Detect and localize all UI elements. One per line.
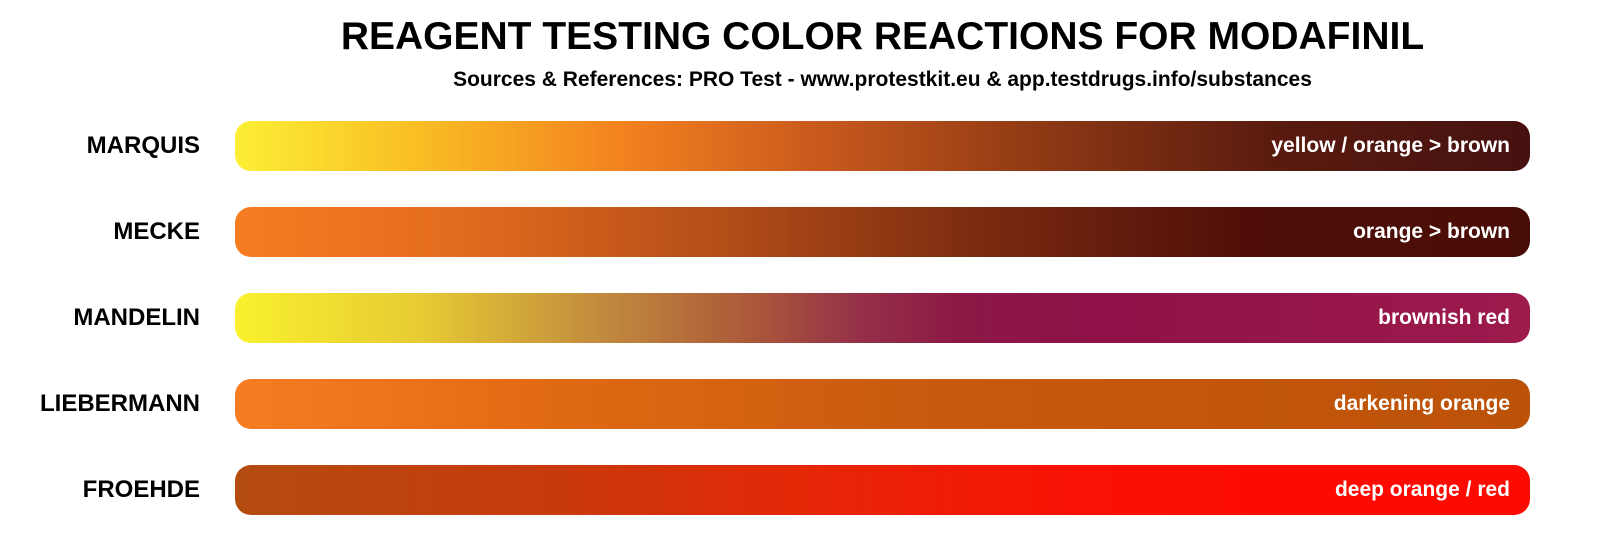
page-title: REAGENT TESTING COLOR REACTIONS FOR MODA… bbox=[340, 15, 1425, 58]
reaction-label: darkening orange bbox=[1333, 392, 1510, 415]
reagent-rows: MARQUIS yellow / orange > brown MECKE or… bbox=[0, 121, 1600, 533]
sources-subtitle: Sources & References: PRO Test - www.pro… bbox=[453, 67, 1312, 91]
reaction-label: orange > brown bbox=[1353, 220, 1510, 243]
reagent-name: MECKE bbox=[113, 218, 200, 245]
reaction-gradient-bar: yellow / orange > brown bbox=[235, 121, 1530, 171]
reaction-gradient-bar: orange > brown bbox=[235, 207, 1530, 257]
reaction-label: brownish red bbox=[1378, 306, 1510, 329]
reaction-gradient-bar: brownish red bbox=[235, 293, 1530, 343]
reaction-gradient-bar: darkening orange bbox=[235, 379, 1530, 429]
reagent-name: MANDELIN bbox=[73, 304, 200, 331]
reaction-label: deep orange / red bbox=[1334, 478, 1510, 501]
reagent-row-froehde: FROEHDE deep orange / red bbox=[0, 465, 1600, 515]
reagent-name: FROEHDE bbox=[82, 476, 200, 503]
reagent-row-mecke: MECKE orange > brown bbox=[0, 207, 1600, 257]
reagent-name: LIEBERMANN bbox=[40, 390, 200, 417]
reagent-name: MARQUIS bbox=[86, 132, 200, 159]
reagent-row-marquis: MARQUIS yellow / orange > brown bbox=[0, 121, 1600, 171]
reaction-label: yellow / orange > brown bbox=[1271, 134, 1510, 157]
reaction-gradient-bar: deep orange / red bbox=[235, 465, 1530, 515]
reagent-row-mandelin: MANDELIN brownish red bbox=[0, 293, 1600, 343]
chart-header: REAGENT TESTING COLOR REACTIONS FOR MODA… bbox=[235, 15, 1530, 92]
reagent-row-liebermann: LIEBERMANN darkening orange bbox=[0, 379, 1600, 429]
